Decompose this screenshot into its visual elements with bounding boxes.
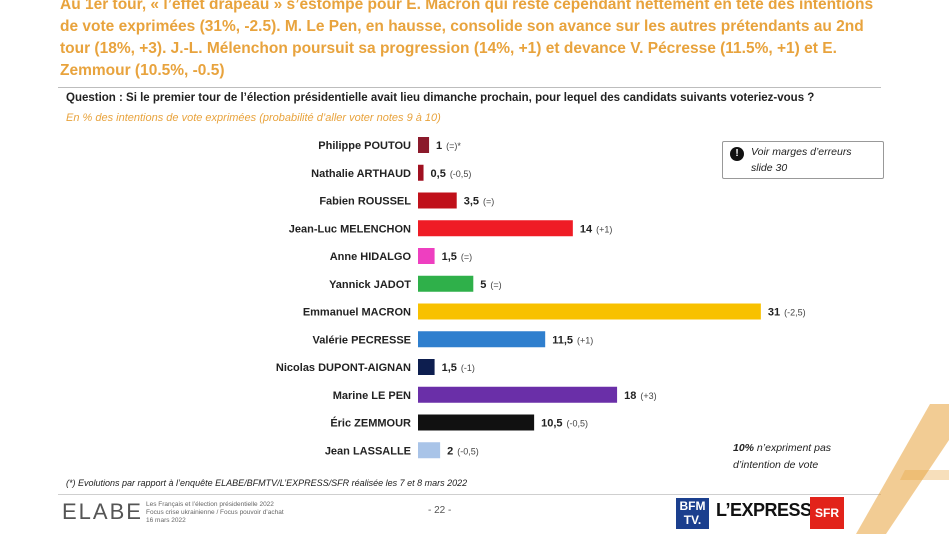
info-icon: !: [730, 147, 744, 161]
footnote: (*) Evolutions par rapport à l’enquête E…: [66, 478, 468, 488]
non-expression-percent: 10%: [733, 442, 755, 454]
lexpress-logo: L’EXPRESS: [716, 500, 812, 520]
bar: [418, 303, 761, 320]
value-label: 11,5: [552, 334, 573, 346]
subquestion-text: En % des intentions de vote exprimées (p…: [66, 112, 441, 124]
sfr-logo: SFR: [810, 497, 844, 529]
non-expression-note: 10% n’expriment pas d’intention de vote: [733, 440, 831, 474]
candidate-label: Nathalie ARTHAUD: [311, 168, 411, 180]
bar: [418, 248, 435, 264]
question-text: Question : Si le premier tour de l’élect…: [66, 92, 815, 104]
candidate-label: Anne HIDALGO: [330, 251, 412, 263]
candidate-label: Éric ZEMMOUR: [330, 417, 411, 430]
candidate-label: Jean-Luc MELENCHON: [289, 223, 411, 235]
bar: [418, 386, 618, 403]
study-line: Les Français et l’élection présidentiell…: [146, 501, 274, 508]
error-margin-note: ! Voir marges d’erreurs slide 30: [722, 141, 884, 179]
bar: [418, 331, 546, 348]
bar: [418, 414, 535, 431]
change-label: (-0,5): [450, 169, 472, 179]
note-line-1: Voir marges d’erreurs: [751, 146, 852, 158]
headline-line: de vote exprimées (31%, -2.5). M. Le Pen…: [60, 18, 864, 35]
candidate-label: Fabien ROUSSEL: [319, 196, 411, 208]
value-label: 1,5: [442, 362, 457, 374]
change-label: (-1): [461, 363, 475, 373]
candidate-label: Marine LE PEN: [333, 390, 411, 402]
study-line: Focus crise ukrainienne / Focus pouvoir …: [146, 509, 284, 516]
value-label: 3,5: [464, 196, 479, 208]
study-line: 16 mars 2022: [146, 517, 186, 524]
change-label: (-0,5): [567, 419, 589, 429]
headline-line: Zemmour (10.5%, -0.5): [60, 62, 225, 79]
elabe-logo: ELABE: [62, 499, 143, 524]
value-label: 1: [436, 140, 442, 152]
footer-divider: [58, 494, 881, 495]
headline-line: Au 1er tour, « l’effet drapeau » s’estom…: [60, 0, 874, 13]
value-label: 1,5: [442, 251, 457, 263]
non-expression-line-1: n’expriment pas: [754, 442, 832, 454]
bar: [418, 164, 424, 181]
change-label: (=)*: [446, 141, 461, 151]
bfmtv-logo: BFM TV.: [676, 498, 709, 529]
value-label: 2: [447, 445, 453, 457]
value-label: 5: [480, 279, 486, 291]
headline-line: tour (18%, +3). J.-L. Mélenchon poursuit…: [60, 40, 837, 57]
bar: [418, 442, 441, 459]
change-label: (+3): [640, 391, 656, 401]
change-label: (=): [490, 280, 501, 290]
candidate-label: Valérie PECRESSE: [313, 334, 411, 346]
change-label: (+1): [596, 224, 612, 234]
candidate-label: Emmanuel MACRON: [303, 307, 411, 319]
value-label: 10,5: [541, 418, 562, 430]
value-label: 0,5: [431, 168, 446, 180]
candidate-label: Jean LASSALLE: [325, 445, 411, 457]
non-expression-line-2: d’intention de vote: [733, 459, 819, 471]
bar: [418, 275, 474, 292]
value-label: 31: [768, 307, 780, 319]
page-number: - 22 -: [428, 505, 452, 516]
change-label: (=): [483, 197, 494, 207]
bar: [418, 359, 435, 375]
candidate-label: Yannick JADOT: [329, 279, 411, 291]
change-label: (+1): [577, 335, 593, 345]
divider: [58, 87, 881, 88]
bar: [418, 220, 573, 237]
bar: [418, 192, 457, 209]
value-label: 18: [624, 390, 636, 402]
change-label: (-0,5): [457, 446, 479, 456]
candidate-label: Nicolas DUPONT-AIGNAN: [276, 362, 411, 374]
value-label: 14: [580, 223, 593, 235]
candidate-label: Philippe POUTOU: [318, 140, 411, 152]
headline: Au 1er tour, « l’effet drapeau » s’estom…: [60, 0, 920, 82]
change-label: (=): [461, 252, 472, 262]
note-line-2: slide 30: [751, 162, 788, 174]
bar: [418, 137, 430, 153]
study-info: Les Français et l’élection présidentiell…: [146, 501, 284, 525]
change-label: (-2,5): [784, 308, 806, 318]
